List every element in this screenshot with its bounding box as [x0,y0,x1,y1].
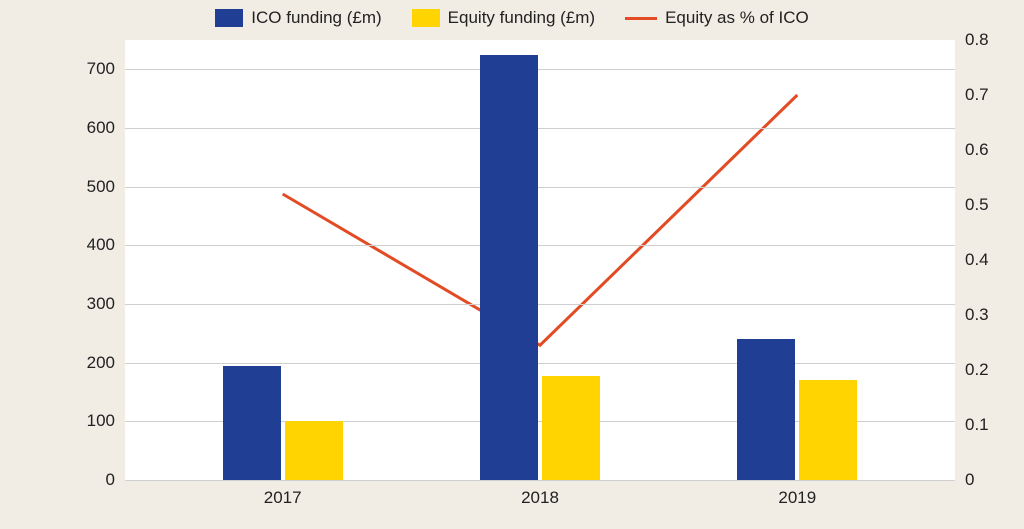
legend-item-ico: ICO funding (£m) [215,8,381,28]
bar [542,376,600,480]
bar [799,380,857,480]
swatch-line-icon [625,17,657,20]
y-left-tick-label: 200 [87,353,125,373]
y-right-tick-label: 0.7 [955,85,989,105]
y-right-tick-label: 0.8 [955,30,989,50]
chart-container: ICO funding (£m) Equity funding (£m) Equ… [0,0,1024,529]
legend-label: Equity funding (£m) [448,8,595,28]
y-right-tick-label: 0.3 [955,305,989,325]
legend-label: Equity as % of ICO [665,8,809,28]
line-path [283,95,798,345]
y-right-tick-label: 0.5 [955,195,989,215]
plot-area: 010020030040050060070000.10.20.30.40.50.… [125,40,955,480]
bar [285,421,343,480]
legend-item-equity: Equity funding (£m) [412,8,595,28]
legend-item-line: Equity as % of ICO [625,8,809,28]
gridline [125,304,955,305]
gridline [125,128,955,129]
bar [737,339,795,480]
x-tick-label: 2019 [778,480,816,508]
y-left-tick-label: 700 [87,59,125,79]
legend: ICO funding (£m) Equity funding (£m) Equ… [0,8,1024,28]
y-left-tick-label: 0 [106,470,125,490]
legend-label: ICO funding (£m) [251,8,381,28]
x-tick-label: 2017 [264,480,302,508]
swatch-bar-icon [215,9,243,27]
x-tick-label: 2018 [521,480,559,508]
y-left-tick-label: 300 [87,294,125,314]
y-right-tick-label: 0.1 [955,415,989,435]
y-left-tick-label: 600 [87,118,125,138]
gridline [125,363,955,364]
y-left-tick-label: 100 [87,411,125,431]
y-right-tick-label: 0 [955,470,974,490]
bar [480,55,538,480]
gridline [125,245,955,246]
swatch-bar-icon [412,9,440,27]
y-left-tick-label: 500 [87,177,125,197]
gridline [125,187,955,188]
bar [223,366,281,480]
gridline [125,69,955,70]
y-right-tick-label: 0.2 [955,360,989,380]
y-right-tick-label: 0.4 [955,250,989,270]
y-right-tick-label: 0.6 [955,140,989,160]
y-left-tick-label: 400 [87,235,125,255]
